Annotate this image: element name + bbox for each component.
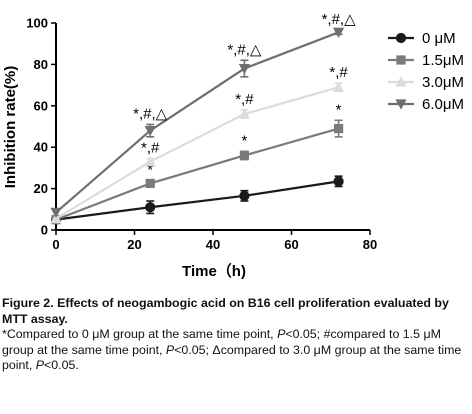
series-line	[55, 127, 339, 221]
data-point	[145, 178, 155, 189]
data-point	[145, 202, 156, 213]
y-tick-label: 20	[34, 181, 48, 196]
x-tick-label: 0	[52, 237, 59, 252]
x-tick-label: 20	[127, 237, 141, 252]
legend-entry: 1.5μM	[422, 52, 464, 69]
legend: 0 μM 1.5μM 3.0μM 6.0μM	[388, 30, 464, 113]
series-line	[55, 31, 339, 214]
legend-marker	[395, 99, 407, 110]
legend-marker	[395, 76, 407, 87]
data-point	[50, 213, 62, 224]
caption-note: *Compared to 0 μM group at the same time…	[2, 327, 462, 372]
y-tick-label: 60	[34, 98, 48, 113]
legend-entry: 6.0μM	[422, 96, 464, 113]
x-axis-title: Time（h)	[182, 262, 246, 280]
data-point	[238, 108, 250, 119]
y-tick-label: 40	[34, 140, 48, 155]
significance-label: *,#	[235, 91, 254, 108]
data-point	[50, 207, 62, 219]
legend-entry: 0 μM	[422, 30, 456, 47]
significance-label: *,#,△	[322, 11, 357, 28]
x-tick-label: 40	[206, 237, 220, 252]
y-tick-label: 100	[26, 16, 48, 31]
significance-label: *,#,△	[133, 105, 168, 122]
data-point	[333, 176, 344, 187]
y-tick-label: 80	[34, 57, 48, 72]
significance-label: *	[336, 101, 342, 118]
y-tick-label: 0	[41, 223, 48, 238]
significance-label: *,#,△	[227, 41, 262, 58]
legend-marker	[396, 55, 406, 65]
figure-caption: Figure 2. Effects of neogambogic acid on…	[2, 296, 470, 374]
x-tick-label: 60	[284, 237, 298, 252]
series-line	[55, 86, 339, 220]
data-point	[144, 126, 156, 137]
data-point	[238, 63, 250, 75]
data-point	[334, 123, 344, 134]
caption-title: Figure 2. Effects of neogambogic acid on…	[2, 296, 449, 326]
legend-entry: 3.0μM	[422, 74, 464, 91]
data-point	[333, 81, 345, 92]
x-tick-label: 80	[363, 237, 377, 252]
significance-label: *	[147, 161, 153, 178]
data-point	[239, 190, 250, 201]
data-point	[239, 150, 249, 161]
legend-marker	[395, 32, 407, 44]
y-axis-title: Inhibition rate(%)	[2, 66, 19, 189]
data-point	[144, 156, 156, 167]
inhibition-rate-chart: 0 20 40 60 80 100 0 20 40 60 80 * * * *,# *,# *,# *,#,△ *…	[2, 11, 464, 280]
significance-label: *	[241, 132, 247, 149]
data-point	[333, 27, 345, 38]
significance-label: *,#	[329, 64, 348, 81]
significance-label: *,#	[141, 140, 160, 157]
series-line	[55, 180, 339, 221]
